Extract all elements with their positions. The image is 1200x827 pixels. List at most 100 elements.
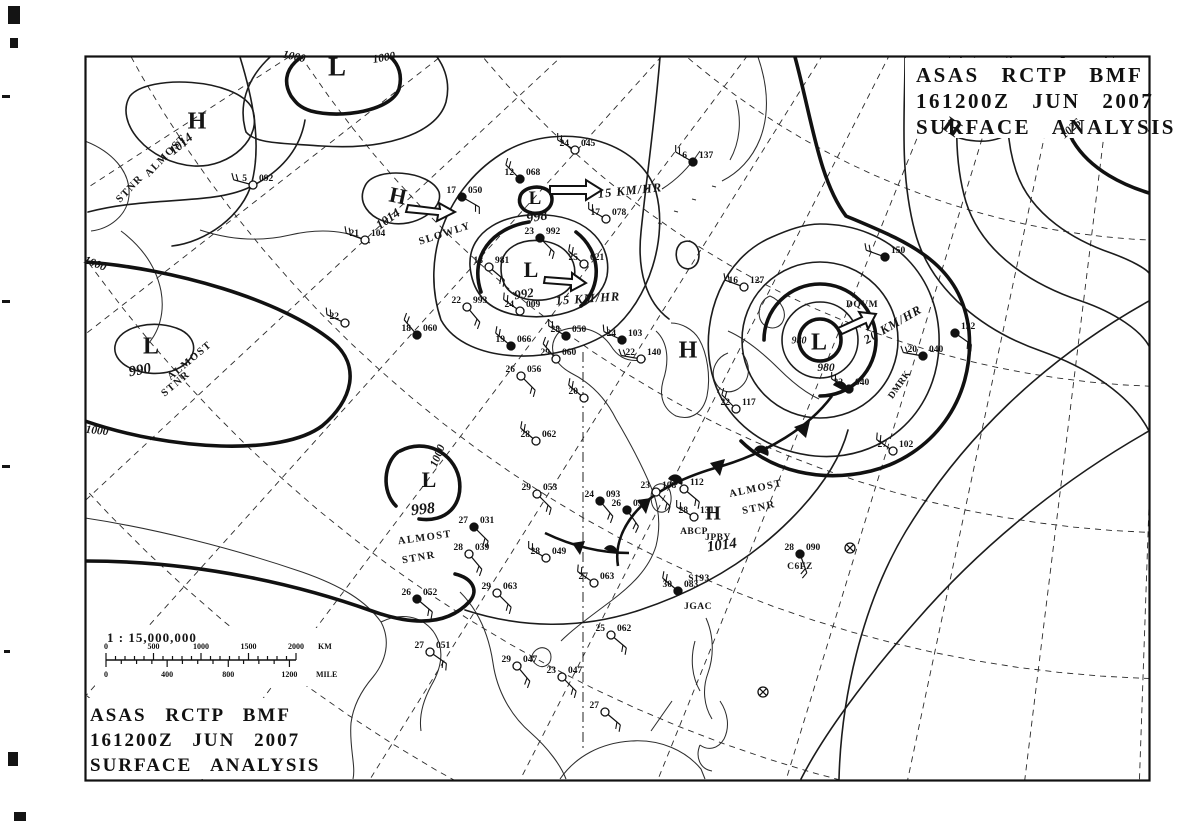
station-plot: 25 021 [568,244,605,269]
station-plot: 22 040 [831,372,870,394]
station-temperature: 29 [502,655,512,665]
station-circle [617,335,627,345]
station-pressure: 992 [546,227,561,237]
station-plot: 22 140 [618,348,662,364]
station-plot: 17 078 [588,202,627,224]
scale-mile-tick-label: 400 [161,670,173,679]
station-temperature: 22 [452,296,462,306]
station-circle [673,586,683,596]
meridian-line [1138,493,1149,780]
registration-mark [4,650,10,653]
station-plot [757,686,769,698]
station-temperature: 28 [531,547,541,557]
registration-mark [8,752,18,766]
station-circle [880,252,890,262]
scale-km-tick-label: 0 [104,642,108,651]
station-circle [531,436,541,446]
station-pressure: 051 [436,641,451,651]
station-plots: 24 045 12 068 17 050 21 104 23 992 17 078 25 021 18 981… [231,133,976,732]
isobar-value-label: 1000 [281,48,307,66]
scale-mile-tick-label: 1200 [281,670,297,679]
station-temperature: 25 [569,253,579,263]
chart-type-line: SURFACE ANALYSIS [916,115,1176,139]
station-circle [606,630,616,640]
chart-id-line: ASAS RCTP BMF [90,705,291,726]
station-plot: 16 127 [723,273,765,292]
footer-whiteout [87,698,299,779]
station-circle [595,496,605,506]
movement-label: STNR [401,549,437,567]
isobar-value-label: 980 [817,362,835,374]
station-plot: 18 060 [402,312,438,340]
station-plot: 29 060 [541,336,577,364]
pressure-value: 980 [791,335,807,347]
station-circle [340,318,350,328]
station-temperature: 26 [506,365,516,375]
station-temperature: 27 [415,641,425,651]
station-pressure: 102 [899,440,914,450]
high-center-letter: H [678,337,698,364]
station-circle [462,302,472,312]
station-plot: 20 040 [900,345,944,361]
station-pressure: 092 [259,174,274,184]
station-circle [731,404,741,414]
station-temperature: 12 [505,168,515,178]
station-pressure: 031 [480,516,495,526]
meridian-line [86,57,662,697]
station-temperature: 19 [496,335,506,345]
station-plot: 132 [950,322,976,352]
registration-mark [2,465,10,468]
station-plot: 23 047 [547,666,583,699]
station-circle [484,262,494,272]
station-temperature: 18 [402,324,412,334]
pressure-value: 990 [127,360,153,381]
station-pressure: 090 [633,499,648,509]
station-circle [425,647,435,657]
low-center-letter: L [327,51,347,82]
station-plot: 23 108 [641,481,677,514]
station-temperature: 23 [525,227,535,237]
station-temperature: 22 [721,398,731,408]
station-temperature: 24 [585,490,595,500]
station-circle [557,672,567,682]
station-pressure: 049 [552,547,567,557]
station-pressure: 993 [473,296,488,306]
scale-bar: 0 500 1000 1500 2000 0 400 800 1200 KM MILE [104,642,337,679]
station-temperature: 17 [447,186,457,196]
chart-datetime-line: 161200Z JUN 2007 [90,730,301,751]
low-center-letter: L [421,467,437,492]
movement-label: ALMOST [143,132,189,180]
meridian-line [785,57,1008,780]
map-frame [84,55,1151,782]
station-pressure: 039 [475,543,490,553]
isobar-value-label: 1000 [84,423,110,439]
scale-km-tick-label: 500 [148,642,160,651]
station-plot: 28 039 [454,543,490,577]
registration-mark [8,6,20,24]
station-circle [457,192,467,202]
scale-mile-tick-label: 0 [104,670,108,679]
station-plot: 12 068 [505,157,541,184]
meridian-line [1024,57,1114,780]
pressure-value: 992 [513,284,535,303]
isobar-value-label: 1000 [82,254,108,274]
title-whiteout [905,58,1148,138]
station-plot: 24 093 [585,490,621,524]
station-circle [600,707,610,717]
station-temperature: 30 [663,580,673,590]
station-plot: 19 066 [495,326,532,351]
meridian-line [86,57,562,501]
speed-label: 15 KM/HR [597,180,663,201]
station-circle [622,505,632,515]
station-temperature: 28 [785,543,795,553]
chart-datetime-line: 161200Z JUN 2007 [916,89,1155,113]
station-temperature: 24 [505,300,515,310]
station-pressure: 060 [562,348,577,358]
station-plot: 18 981 [474,256,510,287]
station-circle [248,180,258,190]
station-circle [469,522,479,532]
station-circle [579,259,589,269]
station-plot: 28 131 [676,500,715,522]
station-circle [515,306,525,316]
station-pressure: 981 [495,256,510,266]
